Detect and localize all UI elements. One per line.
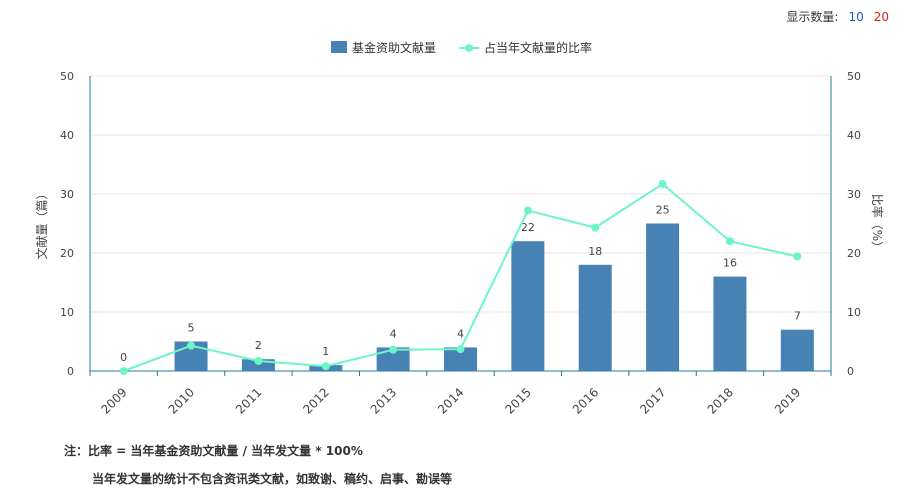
bar-2011[interactable] bbox=[241, 359, 275, 371]
display-count-option-20[interactable]: 20 bbox=[873, 9, 889, 24]
ratio-point-2012[interactable] bbox=[321, 362, 330, 371]
ratio-point-2018[interactable] bbox=[725, 237, 734, 246]
bar-2018[interactable] bbox=[713, 276, 747, 371]
bar-value-label: 1 bbox=[322, 345, 329, 358]
ratio-point-2014[interactable] bbox=[456, 345, 465, 354]
ratio-point-2010[interactable] bbox=[187, 341, 196, 350]
bar-value-label: 2 bbox=[255, 339, 262, 352]
bar-2014[interactable] bbox=[444, 347, 477, 371]
chart-note-formula: 注：比率 = 当年基金资助文献量 / 当年发文量 * 100% bbox=[64, 444, 363, 458]
bar-value-label: 16 bbox=[723, 257, 737, 270]
ratio-point-2009[interactable] bbox=[119, 367, 128, 375]
y-axis-title-left: 文献量（篇） bbox=[34, 187, 49, 259]
y-tick-label-left: 20 bbox=[60, 247, 74, 260]
y-tick-label-right: 50 bbox=[847, 70, 861, 83]
bar-value-label: 4 bbox=[457, 327, 464, 340]
bar-2017[interactable] bbox=[646, 223, 680, 372]
x-tick-label: 2009 bbox=[98, 385, 129, 416]
y-tick-label-right: 40 bbox=[847, 129, 861, 142]
x-tick-label: 2015 bbox=[502, 385, 533, 416]
bar-value-label: 22 bbox=[521, 221, 535, 234]
x-tick-label: 2016 bbox=[570, 385, 601, 416]
y-tick-label-right: 20 bbox=[847, 247, 861, 260]
x-tick-label: 2012 bbox=[300, 385, 331, 416]
ratio-point-2015[interactable] bbox=[523, 206, 532, 215]
bar-2016[interactable] bbox=[578, 264, 612, 371]
x-tick-label: 2013 bbox=[368, 385, 399, 416]
ratio-point-2013[interactable] bbox=[389, 345, 398, 354]
legend-line-label: 占当年文献量的比率 bbox=[484, 40, 592, 55]
y-tick-label-left: 40 bbox=[60, 129, 74, 142]
x-tick-label: 2019 bbox=[772, 385, 803, 416]
bar-2015[interactable] bbox=[511, 241, 545, 371]
bar-2013[interactable] bbox=[376, 347, 410, 371]
bar-value-label: 4 bbox=[390, 327, 397, 340]
x-tick-label: 2017 bbox=[637, 385, 668, 416]
y-tick-label-right: 30 bbox=[847, 188, 861, 201]
ratio-point-2017[interactable] bbox=[658, 179, 667, 188]
display-count-label: 显示数量: bbox=[786, 10, 839, 24]
y-tick-label-left: 0 bbox=[67, 365, 74, 378]
x-tick-label: 2010 bbox=[166, 385, 197, 416]
ratio-point-2019[interactable] bbox=[793, 252, 802, 261]
y-tick-label-right: 0 bbox=[847, 365, 854, 378]
y-axis-title-right: 比率（%） bbox=[870, 194, 885, 253]
chart-note-scope: 当年发文量的统计不包含资讯类文献，如致谢、稿约、启事、勘误等 bbox=[92, 472, 453, 486]
funding-chart: 0 0 10 10 20 20 30 30 40 40 50 50 文献量（篇） 比率（%） 0 5 2 1 4 4 2… bbox=[34, 40, 885, 417]
x-tick-label: 2011 bbox=[233, 385, 264, 416]
x-tick-label: 2014 bbox=[435, 385, 466, 416]
bar-value-label: 25 bbox=[656, 204, 670, 217]
bar-value-label: 18 bbox=[588, 245, 602, 258]
y-tick-label-left: 10 bbox=[60, 306, 74, 319]
display-count-option-10[interactable]: 10 bbox=[848, 9, 864, 24]
ratio-point-2011[interactable] bbox=[254, 356, 263, 365]
legend-bar-label: 基金资助文献量 bbox=[352, 40, 436, 55]
ratio-line bbox=[123, 182, 798, 372]
bar-value-label: 5 bbox=[188, 322, 195, 335]
y-tick-label-left: 50 bbox=[60, 70, 74, 83]
bar-2019[interactable] bbox=[780, 329, 814, 371]
bar-value-label: 7 bbox=[794, 310, 801, 323]
bar-value-label: 0 bbox=[120, 351, 127, 364]
ratio-point-2016[interactable] bbox=[591, 223, 600, 232]
display-count-bar: 显示数量: 10 20 bbox=[786, 8, 889, 25]
legend-bar-swatch bbox=[331, 41, 347, 53]
x-tick-label: 2018 bbox=[705, 385, 736, 416]
y-tick-label-left: 30 bbox=[60, 188, 74, 201]
legend-line-marker bbox=[465, 44, 473, 52]
y-tick-label-right: 10 bbox=[847, 306, 861, 319]
